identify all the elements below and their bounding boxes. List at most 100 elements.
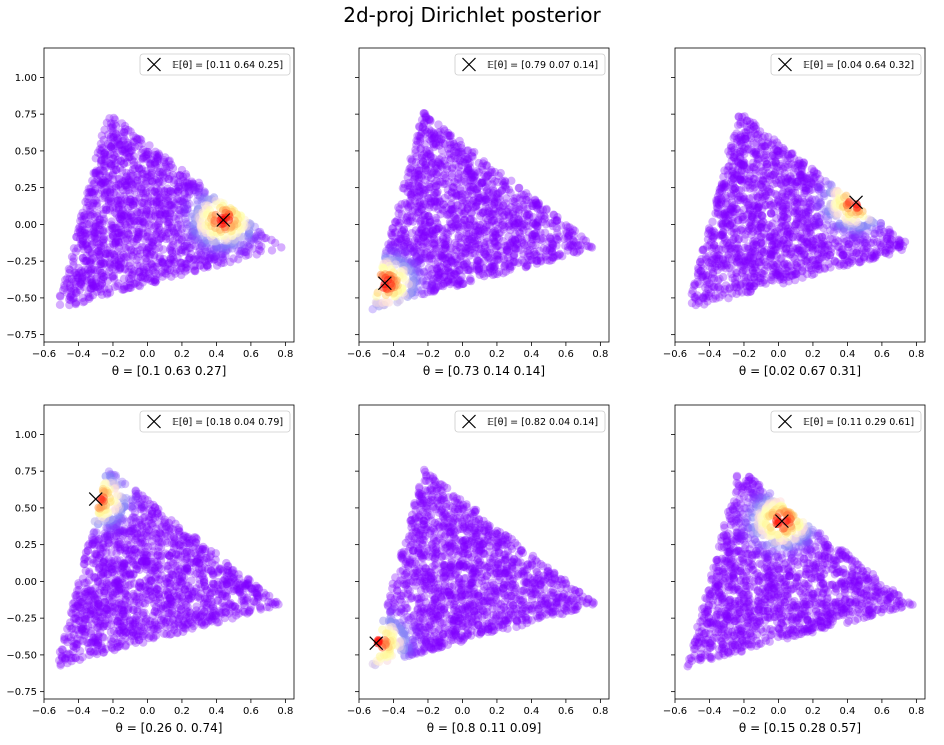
scatter-point <box>61 275 70 285</box>
scatter-point <box>126 127 135 136</box>
scatter-point <box>109 130 118 139</box>
scatter-point <box>86 248 95 257</box>
scatter-point <box>87 255 97 264</box>
scatter-point <box>121 124 130 134</box>
x-tick-label: 0.6 <box>558 349 574 360</box>
scatter-point <box>109 154 118 163</box>
scatter-point <box>104 267 114 276</box>
scatter-point <box>96 276 106 285</box>
y-tick-label: −0.75 <box>6 330 37 341</box>
scatter-point <box>91 234 100 243</box>
scatter-point <box>115 141 124 150</box>
scatter-point <box>79 229 88 238</box>
scatter-point <box>112 136 122 145</box>
scatter-point <box>82 271 91 280</box>
scatter-point <box>77 280 86 289</box>
scatter-point <box>108 122 117 131</box>
scatter-point <box>76 216 85 226</box>
scatter-point <box>91 257 101 266</box>
y-tick-label: 0.75 <box>15 110 37 121</box>
scatter-point <box>72 288 81 297</box>
scatter-point <box>84 294 94 303</box>
scatter-point <box>78 241 88 251</box>
scatter-point <box>117 128 126 137</box>
scatter-point <box>104 158 114 168</box>
scatter-point <box>78 236 88 245</box>
scatter-point <box>95 170 104 179</box>
scatter-point <box>89 230 99 239</box>
scatter-point <box>83 269 93 279</box>
x-tick-label: 0.0 <box>139 349 155 360</box>
scatter-point <box>76 279 85 288</box>
scatter-point <box>97 258 107 267</box>
scatter-point <box>91 196 101 205</box>
scatter-point <box>104 130 113 139</box>
x-tick-label: 0.2 <box>174 349 190 360</box>
x-tick-label: −0.6 <box>663 349 687 360</box>
scatter-point <box>71 287 80 296</box>
scatter-point <box>74 268 84 277</box>
scatter-point <box>85 267 94 276</box>
scatter-point <box>84 198 93 207</box>
legend: 𝔼[θ] = [0.79 0.07 0.14] <box>454 53 606 76</box>
scatter-point <box>98 166 108 176</box>
scatter-point <box>100 152 109 161</box>
scatter-point <box>85 275 95 284</box>
scatter-point <box>71 277 80 287</box>
scatter-point <box>81 213 90 222</box>
scatter-point <box>100 154 110 164</box>
scatter-point <box>94 247 104 256</box>
scatter-point <box>77 274 87 284</box>
scatter-point <box>113 281 122 291</box>
scatter-point <box>99 149 109 159</box>
scatter-point <box>60 281 69 290</box>
scatter-point <box>106 132 116 142</box>
scatter-point <box>113 133 122 143</box>
scatter-point <box>110 137 119 146</box>
scatter-point <box>66 287 75 296</box>
scatter-point <box>74 274 83 283</box>
scatter-point <box>86 207 95 216</box>
scatter-point <box>88 224 98 233</box>
scatter-point <box>117 146 127 156</box>
x-tick-label: 0.8 <box>592 349 608 360</box>
x-tick-label: 0.6 <box>874 349 890 360</box>
scatter-point <box>111 152 120 161</box>
scatter-point <box>71 247 81 256</box>
scatter-point <box>94 166 103 176</box>
scatter-point <box>97 156 106 165</box>
scatter-point <box>71 299 81 309</box>
scatter-point <box>83 244 93 254</box>
scatter-point <box>110 115 120 124</box>
scatter-point <box>103 139 113 149</box>
scatter-point <box>76 230 86 240</box>
scatter-point <box>86 278 95 287</box>
scatter-point <box>82 252 91 261</box>
figure-title: 2d-proj Dirichlet posterior <box>343 3 601 27</box>
scatter-point <box>83 241 92 251</box>
scatter-point <box>128 137 138 146</box>
scatter-point <box>91 228 100 238</box>
scatter-point <box>72 298 81 307</box>
scatter-point <box>105 288 115 297</box>
scatter-point <box>110 119 119 129</box>
scatter-point <box>83 220 92 229</box>
scatter-point <box>81 197 90 207</box>
scatter-point <box>69 293 79 303</box>
scatter-point <box>92 238 101 247</box>
y-tick-label: 1.00 <box>15 73 37 84</box>
scatter-point <box>80 231 90 241</box>
x-tick-label: −0.4 <box>697 349 721 360</box>
scatter-point <box>88 176 97 185</box>
scatter-point <box>80 297 89 306</box>
scatter-point <box>78 215 87 224</box>
scatter-point <box>87 241 96 250</box>
scatter-point <box>73 228 83 237</box>
scatter-point <box>91 169 101 178</box>
scatter-point <box>115 140 124 149</box>
x-tick-label: 0.4 <box>208 349 224 360</box>
scatter-point <box>94 189 103 198</box>
scatter-point <box>72 232 81 242</box>
scatter-point <box>74 224 83 234</box>
scatter-point <box>89 227 98 236</box>
